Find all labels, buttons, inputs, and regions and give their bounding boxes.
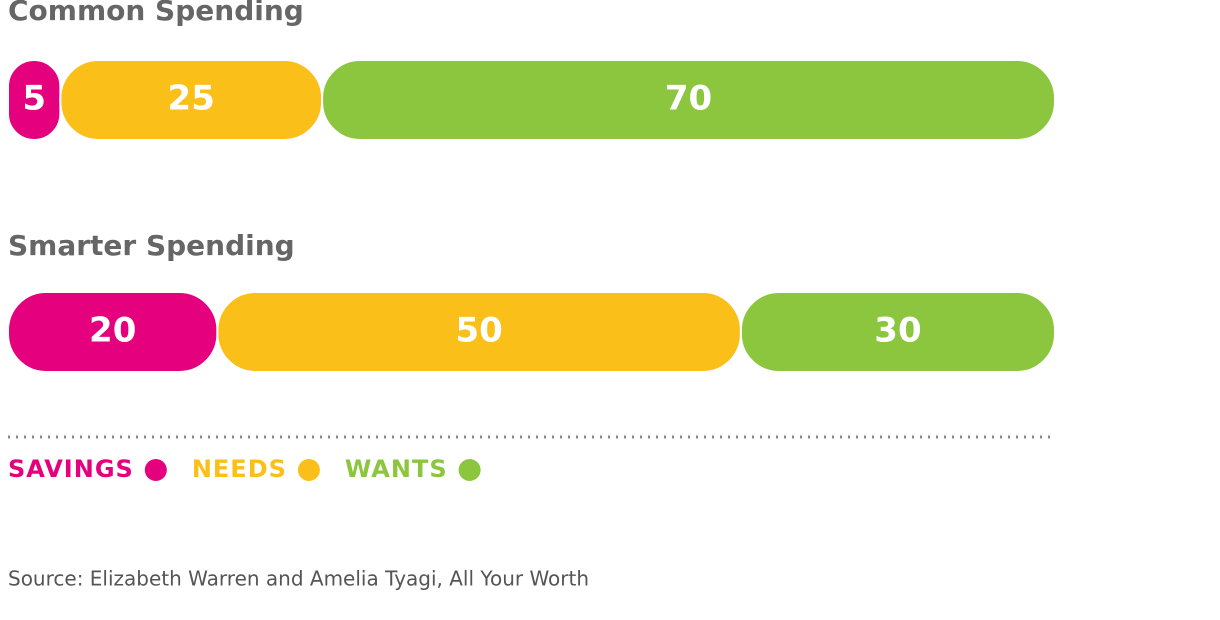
value-label: 50 bbox=[455, 311, 502, 351]
category-label: Common Spending bbox=[8, 0, 304, 27]
legend-swatch bbox=[297, 459, 320, 481]
source: Source: Elizabeth Warren and Amelia Tyag… bbox=[8, 567, 589, 591]
bar-segment bbox=[739, 291, 1057, 373]
legend-swatch bbox=[458, 459, 481, 481]
legend-label: NEEDS bbox=[192, 455, 287, 483]
legend-swatch bbox=[144, 459, 167, 481]
value-label: 25 bbox=[168, 79, 215, 119]
value-label: 20 bbox=[89, 311, 136, 351]
value-label: 30 bbox=[874, 311, 921, 351]
value-label: 5 bbox=[22, 79, 46, 119]
legend-label: SAVINGS bbox=[8, 455, 134, 483]
legend-label: WANTS bbox=[345, 455, 448, 483]
bar-segment bbox=[321, 59, 1057, 141]
category-label: Smarter Spending bbox=[8, 229, 295, 262]
value-label: 70 bbox=[665, 79, 712, 119]
